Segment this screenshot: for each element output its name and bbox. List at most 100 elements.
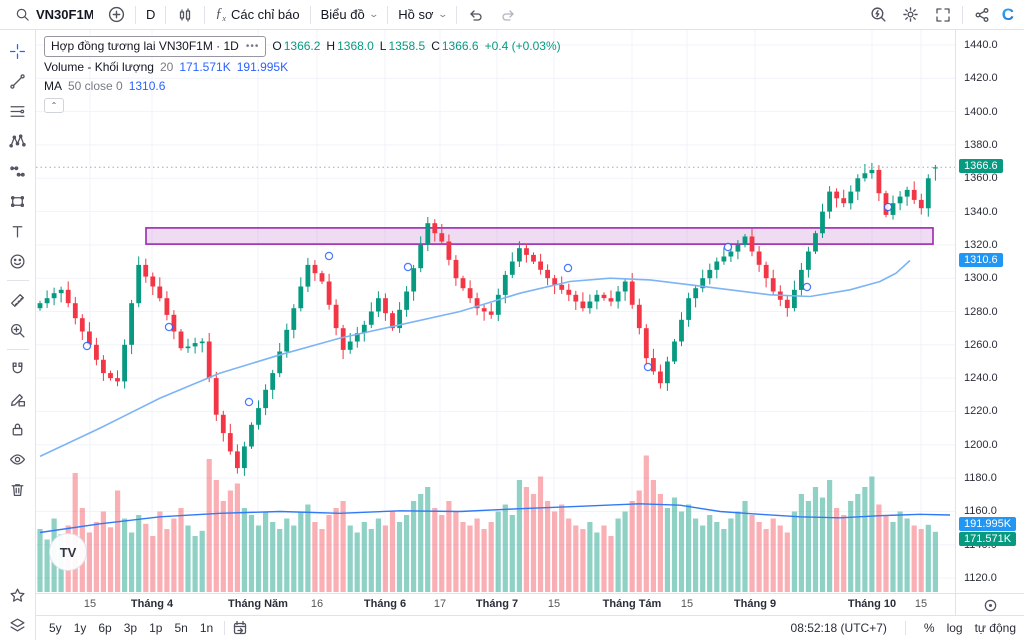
- time-tick: 15: [83, 598, 97, 610]
- range-button-1n[interactable]: 1n: [199, 621, 214, 635]
- ma-legend-value: 1310.6: [128, 79, 166, 93]
- undo-icon: [467, 6, 485, 24]
- time-axis-corner[interactable]: [955, 593, 1024, 616]
- price-axis[interactable]: 1440.0 1420.0 1400.0 1380.0 1360.0 1340.0 1320…: [955, 30, 1024, 593]
- quick-search-lightning-icon: [870, 6, 888, 24]
- ohlc-open-label: O: [272, 39, 282, 53]
- crosshair-tool[interactable]: [4, 37, 32, 65]
- search-icon: [13, 6, 31, 24]
- toolbar-separator: [387, 5, 389, 24]
- toolbar-separator: [204, 5, 206, 24]
- price-tick: 1400.0: [964, 105, 998, 118]
- clock-timezone[interactable]: 08:52:18 (UTC+7): [790, 621, 887, 635]
- xabcd-pattern-tool[interactable]: [4, 127, 32, 155]
- chevron-down-icon: ⌄: [437, 9, 448, 19]
- ohlc-open-value: 1366.2: [283, 39, 321, 53]
- range-button-1p[interactable]: 1p: [149, 621, 163, 635]
- log-scale-toggle[interactable]: log: [946, 621, 963, 635]
- time-axis[interactable]: 15 Tháng 4 Tháng Năm 16 Tháng 6 17 Tháng 7 15 Th…: [36, 593, 955, 616]
- zoom-in-tool[interactable]: [4, 316, 32, 344]
- ohlc-high-label: H: [326, 39, 336, 53]
- price-tick: 1200.0: [964, 438, 998, 451]
- range-button-5y[interactable]: 5y: [49, 621, 62, 635]
- interval-button[interactable]: D: [139, 3, 162, 27]
- fullscreen-button[interactable]: [927, 3, 959, 27]
- price-tick: 1280.0: [964, 305, 998, 318]
- trend-line-tool[interactable]: [4, 67, 32, 95]
- auto-scale-toggle[interactable]: tự động: [974, 621, 1016, 635]
- fullscreen-arrows-icon: [934, 6, 952, 24]
- volume-legend-length: 20: [159, 60, 174, 74]
- legend-symbol-title[interactable]: Hợp đồng tương lai VN30F1M · 1D •••: [44, 36, 267, 57]
- favorites-star-button[interactable]: [4, 581, 32, 609]
- range-button-6p[interactable]: 6p: [98, 621, 112, 635]
- price-tick: 1380.0: [964, 138, 998, 151]
- profile-menu-label: Hồ sơ: [398, 7, 434, 22]
- indicators-label: Các chỉ báo: [230, 7, 300, 22]
- legend-collapse-button[interactable]: ⌃: [44, 98, 64, 113]
- price-tick: 1160.0: [964, 505, 997, 518]
- symbol-search-button[interactable]: VN30F1M: [6, 3, 100, 27]
- compare-add-button[interactable]: [100, 3, 132, 27]
- ruler-tool[interactable]: [4, 286, 32, 314]
- toolbar-separator: [224, 621, 226, 635]
- hide-drawings-tool[interactable]: [4, 445, 32, 473]
- time-tick: 16: [310, 598, 324, 610]
- chart-style-button[interactable]: [169, 3, 201, 27]
- symbol-name: VN30F1M: [36, 7, 93, 22]
- ohlc-low-value: 1358.5: [388, 39, 426, 53]
- text-tool[interactable]: [4, 217, 32, 245]
- volume-legend-title[interactable]: Volume - Khối lượng: [44, 60, 154, 74]
- go-to-date-icon[interactable]: [231, 619, 249, 637]
- magnet-tool[interactable]: [4, 355, 32, 383]
- time-tick: Tháng Năm: [228, 598, 288, 610]
- toolbar-separator: [961, 5, 963, 24]
- indicators-button[interactable]: ƒx Các chỉ báo: [208, 3, 306, 27]
- object-tree-button[interactable]: [4, 611, 32, 639]
- profile-menu-button[interactable]: Hồ sơ ⌄: [391, 3, 453, 27]
- candlestick-icon: [176, 6, 194, 24]
- price-tick: 1320.0: [964, 238, 998, 251]
- remove-drawings-tool[interactable]: [4, 475, 32, 503]
- range-button-1y[interactable]: 1y: [73, 621, 87, 635]
- chart-menu-button[interactable]: Biểu đồ ⌄: [314, 3, 385, 27]
- percent-scale-toggle[interactable]: %: [923, 621, 935, 635]
- chart-legend: Hợp đồng tương lai VN30F1M · 1D ••• O 136…: [44, 36, 561, 113]
- lock-drawings-tool[interactable]: [4, 415, 32, 443]
- broker-logo[interactable]: C: [998, 5, 1018, 25]
- ma-legend-title[interactable]: MA: [44, 79, 62, 93]
- price-tick: 1120.0: [964, 572, 997, 584]
- price-badge: 1310.6: [959, 252, 1003, 267]
- price-tick: 1300.0: [964, 272, 998, 285]
- fib-lines-tool[interactable]: [4, 97, 32, 125]
- emoji-tool[interactable]: [4, 247, 32, 275]
- bottom-toolbar: 5y 1y 6p 3p 1p 5n 1n 08:52:18 (UTC+7) % log tự…: [36, 615, 1024, 640]
- time-tick: Tháng 10: [847, 598, 897, 610]
- volume-ma-value: 191.995K: [236, 60, 289, 74]
- price-change: +0.4 (+0.03%): [484, 39, 561, 53]
- drawing-mode-tool[interactable]: [4, 385, 32, 413]
- time-tick: Tháng 7: [475, 598, 519, 610]
- range-button-5n[interactable]: 5n: [174, 621, 188, 635]
- time-tick: 15: [914, 598, 928, 610]
- prediction-tool[interactable]: [4, 157, 32, 185]
- chart-pane[interactable]: Hợp đồng tương lai VN30F1M · 1D ••• O 136…: [36, 30, 955, 593]
- range-button-3p[interactable]: 3p: [123, 621, 138, 635]
- undo-button[interactable]: [460, 3, 492, 27]
- share-button[interactable]: [966, 3, 998, 27]
- toolbar-separator: [6, 280, 29, 281]
- tradingview-watermark[interactable]: TV: [49, 533, 87, 571]
- time-tick: 17: [433, 598, 447, 610]
- settings-button[interactable]: [895, 3, 927, 27]
- rectangle-tool[interactable]: [4, 187, 32, 215]
- scroll-to-realtime-icon[interactable]: [982, 596, 1000, 614]
- redo-button[interactable]: [492, 3, 524, 27]
- price-tick: 1240.0: [964, 372, 998, 385]
- legend-more-icon[interactable]: •••: [245, 41, 260, 52]
- quick-search-button[interactable]: [863, 3, 895, 27]
- date-range-buttons: 5y 1y 6p 3p 1p 5n 1n: [44, 619, 218, 637]
- chart-menu-label: Biểu đồ: [320, 7, 365, 22]
- price-tick: 1260.0: [964, 338, 998, 351]
- candlestick-chart[interactable]: [36, 30, 955, 593]
